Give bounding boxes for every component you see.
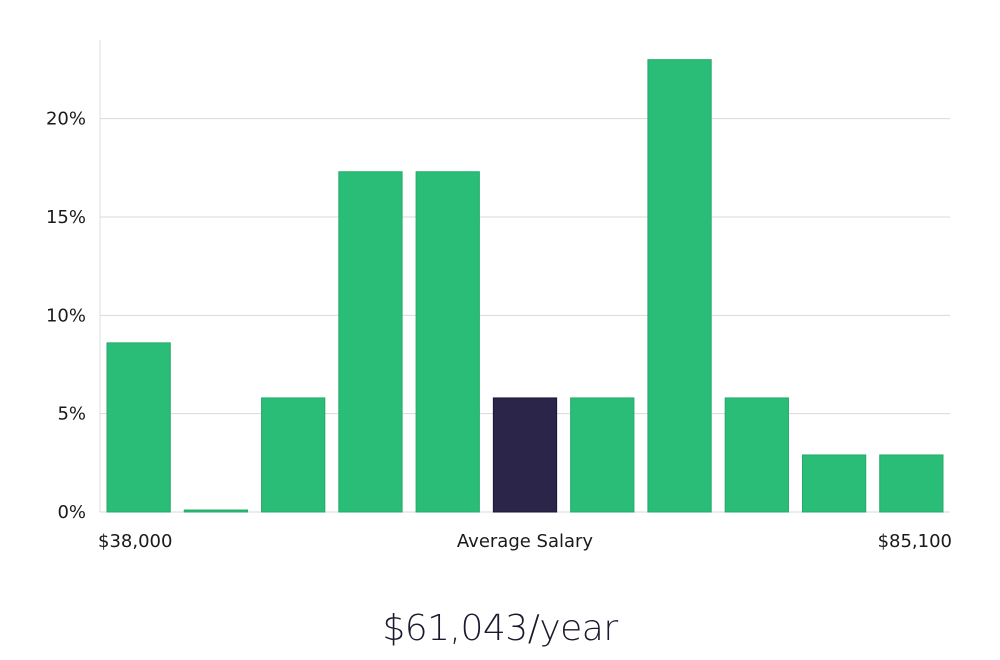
y-tick-labels: 0% 5% 10% 15% 20% [46,109,86,523]
x-min-label: $38,000 [98,531,172,552]
bar [261,397,326,513]
bar [106,342,171,513]
y-tick-label: 20% [46,109,86,130]
bar-highlighted [492,397,558,513]
bar [570,397,635,513]
bars [106,59,944,513]
bar [647,59,712,513]
y-tick-label: 5% [57,404,86,425]
bar [415,171,480,513]
y-tick-label: 10% [46,305,86,326]
bar [801,454,867,513]
x-axis-label: Average Salary [457,531,594,552]
bar [183,509,249,513]
bar [338,171,403,513]
x-max-label: $85,100 [878,531,952,552]
y-tick-label: 0% [57,502,86,523]
average-salary-value: $61,043/year [382,608,618,649]
bar [724,397,789,513]
bar [879,454,944,513]
y-tick-label: 15% [46,207,86,228]
